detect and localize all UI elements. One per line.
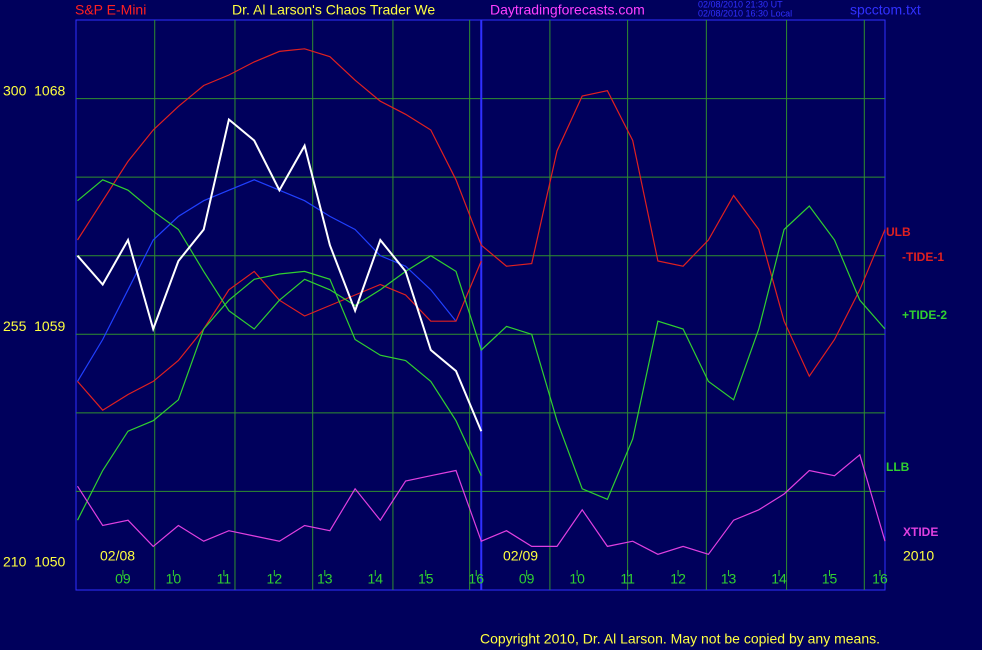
y-tick-label: 300 1068 (3, 82, 65, 98)
x-tick-label: 10 (569, 571, 585, 587)
legend-label: LLB (886, 460, 910, 474)
x-tick-label: 16 (872, 571, 888, 587)
series-line (76, 453, 886, 556)
x-tick-label: 15 (418, 571, 434, 587)
x-tick-label: 14 (367, 571, 383, 587)
x-tick-label: 09 (115, 571, 131, 587)
x-tick-label: 10 (166, 571, 182, 587)
x-tick-label: 12 (670, 571, 686, 587)
y-tick-label: 255 1059 (3, 318, 65, 334)
x-tick-label: 13 (721, 571, 737, 587)
time-local: 02/08/2010 16:30 Local (698, 8, 792, 18)
file-name: spcctom.txt (850, 2, 921, 18)
site: Daytradingforecasts.com (490, 2, 645, 18)
date-label: 2010 (903, 548, 934, 564)
time-ut: 02/08/2010 21:30 UT (698, 0, 783, 9)
series-line (76, 270, 482, 521)
x-tick-label: 15 (822, 571, 838, 587)
title: Dr. Al Larson's Chaos Trader We (232, 2, 435, 18)
symbol: S&P E-Mini (75, 2, 146, 18)
x-tick-label: 14 (771, 571, 787, 587)
legend-label: XTIDE (903, 525, 938, 539)
series-line (77, 179, 886, 501)
x-tick-label: 11 (217, 571, 232, 587)
date-label: 02/08 (100, 548, 135, 564)
x-tick-label: 13 (317, 571, 333, 587)
x-tick-label: 09 (519, 571, 535, 587)
series-line (76, 117, 483, 432)
x-tick-label: 12 (267, 571, 283, 587)
date-label: 02/09 (503, 548, 538, 564)
legend-label: -TIDE-1 (902, 250, 944, 264)
x-tick-label: 11 (620, 571, 635, 587)
series-line (76, 48, 886, 378)
legend-label: ULB (886, 225, 911, 239)
x-tick-label: 16 (468, 571, 484, 587)
series-line (76, 179, 457, 382)
copyright: Copyright 2010, Dr. Al Larson. May not b… (480, 631, 880, 647)
legend-label: +TIDE-2 (902, 308, 947, 322)
y-tick-label: 210 1050 (3, 554, 65, 570)
